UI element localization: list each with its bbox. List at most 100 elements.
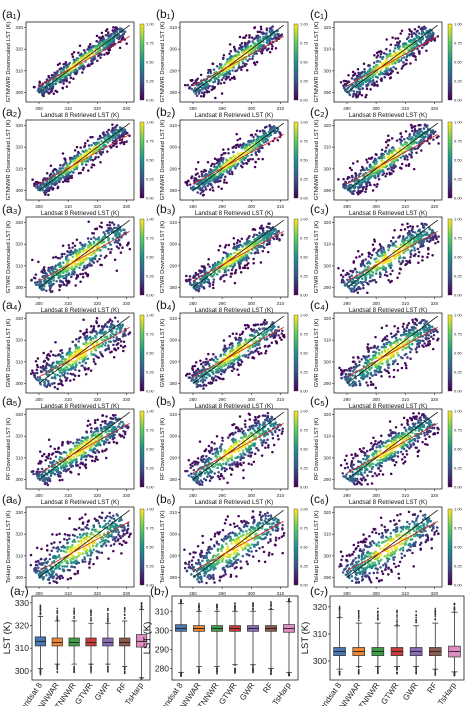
colorbar-tick-label: 0.75	[146, 332, 155, 337]
box-gtnnwr	[68, 607, 80, 674]
colorbar-tick-label: 0.50	[146, 351, 155, 356]
x-tick-label: 310	[402, 493, 410, 498]
one-to-one-line	[192, 411, 284, 480]
y-tick-label: 290	[169, 455, 177, 460]
y-tick-label: 330	[15, 220, 23, 225]
x-tick-label: GWR	[93, 681, 112, 702]
box-gtnnwar	[352, 609, 365, 675]
scatter-panel: (b₄) 280 290 300 310 280 290 300 310 Landsat 8 Re…	[156, 298, 309, 410]
x-tick-label: 320	[431, 397, 439, 402]
colorbar-tick-label: 0.00	[300, 293, 309, 298]
y-tick-label: 290	[323, 188, 331, 193]
colorbar-tick-label: 0.75	[146, 428, 155, 433]
x-tick-label: 310	[64, 397, 72, 402]
y-tick-label: 290	[323, 381, 331, 386]
colorbar-tick-label: 0.25	[146, 274, 155, 279]
y-tick-label: 300	[313, 656, 327, 666]
y-tick-label: 330	[15, 598, 29, 608]
x-tick-label: 280	[189, 204, 197, 209]
y-tick-label: 310	[169, 220, 177, 225]
x-tick-label: 320	[94, 106, 102, 111]
x-tick-label: 280	[189, 493, 197, 498]
y-tick-label: 320	[15, 621, 29, 631]
colorbar-tick-label: 0.75	[454, 526, 463, 531]
x-tick-label: 290	[218, 493, 226, 498]
colorbar-tick-label: 0.00	[454, 293, 463, 298]
y-axis-label: RF Downscaled LST (K)	[314, 418, 320, 480]
x-tick-label: 330	[123, 493, 131, 498]
panel-label: (a₂)	[2, 105, 21, 119]
box-rf	[429, 607, 442, 676]
scatter-panel: (a₆) 300 310 320 330 300 310 320 330 Landsat 8 Re…	[2, 492, 155, 604]
colorbar-tick-label: 0.75	[146, 236, 155, 241]
y-tick-label: 290	[169, 359, 177, 364]
fit-line	[38, 327, 130, 378]
y-tick-label: 320	[15, 47, 23, 52]
one-to-one-line	[346, 315, 438, 384]
x-tick-label: 330	[123, 397, 131, 402]
y-tick-label: 300	[169, 532, 177, 537]
colorbar-tick-label: 1.00	[454, 22, 463, 27]
y-axis-label: GTNNWR Downscaled LST (K)	[160, 120, 166, 201]
box	[51, 637, 63, 647]
colorbar-tick-label: 0.25	[454, 466, 463, 471]
scatter-panel: (c₄) 290 300 310 320 290 300 310 320 Landsat 8 Re…	[310, 298, 463, 410]
panel-label: (a₁)	[2, 7, 21, 21]
colorbar	[293, 23, 299, 101]
y-tick-label: 300	[323, 455, 331, 460]
x-axis-label: Landsat 8 Retrieved LST (K)	[195, 210, 273, 217]
x-tick-label: 280	[189, 397, 197, 402]
one-to-one-line	[38, 219, 130, 288]
fit-line	[346, 521, 438, 572]
y-axis-label: GTWR Downscaled LST (K)	[6, 221, 12, 293]
x-axis-label: Landsat 8 Retrieved LST (K)	[195, 307, 273, 314]
x-tick-label: 300	[372, 301, 380, 306]
y-tick-label: 310	[169, 25, 177, 30]
scatter-panel: (a₄) 300 310 320 330 300 310 320 330 Landsat 8 Re…	[2, 298, 155, 410]
y-tick-label: 320	[323, 510, 331, 515]
y-tick-label: 310	[15, 166, 23, 171]
one-to-one-line	[192, 122, 284, 191]
scatter-panel: (c₂) 290 300 310 320 290 300 310 320 Landsat 8 Re…	[310, 105, 463, 217]
one-to-one-line	[192, 315, 284, 384]
panel-label: (a₆)	[2, 492, 22, 506]
box-gtwr	[85, 609, 97, 674]
panel-label: (b₆)	[156, 492, 176, 506]
colorbar-tick-label: 0.25	[454, 370, 463, 375]
scatter-panel: (b₅) 280 290 300 310 280 290 300 310 Landsat 8 Re…	[156, 394, 309, 506]
colorbar-tick-label: 1.00	[146, 120, 155, 125]
x-tick-label: 310	[277, 591, 285, 596]
x-tick-label: 290	[343, 493, 351, 498]
y-axis-label: GTNNWR Downscaled LST (K)	[314, 22, 320, 103]
y-tick-label: 310	[323, 242, 331, 247]
colorbar-tick-label: 0.75	[300, 139, 309, 144]
x-tick-label: 300	[372, 493, 380, 498]
y-axis-label: GTWR Downscaled LST (K)	[314, 221, 320, 293]
colorbar	[293, 410, 299, 488]
x-axis-label: Landsat 8 Retrieved LST (K)	[195, 112, 273, 119]
y-tick-label: 330	[15, 25, 23, 30]
colorbar-tick-label: 0.75	[454, 41, 463, 46]
x-tick-label: 290	[218, 397, 226, 402]
colorbar-tick-label: 0.75	[300, 41, 309, 46]
box-landsat-8	[175, 598, 187, 678]
x-tick-label: 320	[431, 301, 439, 306]
x-tick-label: TsHarp	[123, 681, 145, 706]
one-to-one-line	[346, 122, 438, 191]
x-tick-label: 310	[277, 106, 285, 111]
colorbar-tick-label: 0.75	[454, 236, 463, 241]
y-tick-label: 310	[15, 455, 23, 460]
x-tick-label: 300	[372, 204, 380, 209]
colorbar-tick-label: 0.75	[454, 332, 463, 337]
y-axis-label: TsHarp Downscaled LST (K)	[6, 510, 12, 583]
x-tick-label: 310	[402, 591, 410, 596]
colorbar	[139, 121, 145, 199]
y-tick-label: 310	[323, 434, 331, 439]
colorbar	[447, 23, 453, 101]
x-tick-label: 320	[431, 106, 439, 111]
panel-label: (b₇)	[150, 584, 169, 598]
one-to-one-line	[346, 219, 438, 288]
y-tick-label: 300	[155, 625, 169, 635]
